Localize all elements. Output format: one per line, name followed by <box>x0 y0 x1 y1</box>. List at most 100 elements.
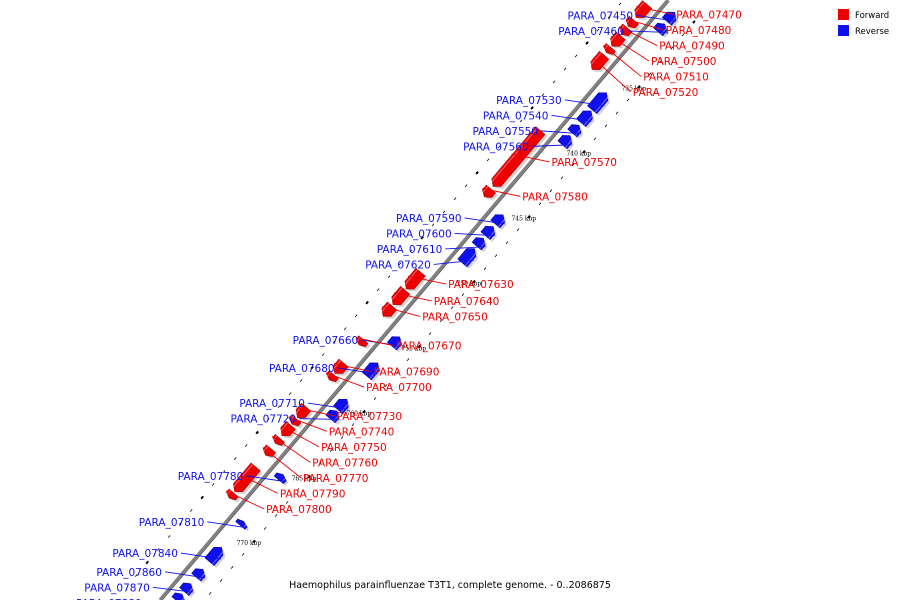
gene-para_07630[interactable] <box>404 267 426 290</box>
gene-label[interactable]: PARA_07610 <box>377 244 443 256</box>
gene-label[interactable]: PARA_07740 <box>329 426 395 438</box>
gene-label[interactable]: PARA_07860 <box>96 567 162 579</box>
gene-highlight <box>402 269 418 287</box>
gene-label[interactable]: PARA_07660 <box>293 335 359 347</box>
gene-label[interactable]: PARA_07510 <box>643 72 709 84</box>
tick-mark <box>670 46 674 50</box>
tick-mark <box>219 579 223 582</box>
gene-para_07860[interactable] <box>191 568 206 582</box>
gene-para_07870[interactable] <box>179 582 194 596</box>
gene-label[interactable]: PARA_07460 <box>558 26 624 38</box>
gene-label[interactable]: PARA_07880 <box>76 598 142 600</box>
tick-label: 750 kbp <box>457 280 482 287</box>
gene-highlight <box>624 17 632 25</box>
gene-para_07530[interactable] <box>587 92 609 114</box>
gene-label[interactable]: PARA_07680 <box>269 363 335 375</box>
gene-label[interactable]: PARA_07750 <box>321 442 387 454</box>
tick-mark <box>222 470 226 473</box>
tick-mark <box>321 353 325 357</box>
gene-label[interactable]: PARA_07450 <box>568 10 634 22</box>
gene-para_07880[interactable] <box>171 592 185 600</box>
gene-label[interactable]: PARA_07570 <box>551 157 617 169</box>
tick-mark <box>145 560 149 565</box>
label-leader <box>225 490 265 510</box>
tick-mark <box>497 145 501 149</box>
gene-label[interactable]: PARA_07700 <box>366 382 432 394</box>
gene-para_07800[interactable] <box>226 488 239 501</box>
gene-para_07500[interactable] <box>610 31 626 47</box>
gene-label[interactable]: PARA_07730 <box>336 411 402 423</box>
gene-para_07780[interactable] <box>273 472 287 485</box>
tick-mark <box>508 132 512 136</box>
tick-mark <box>384 384 388 388</box>
tick-mark <box>365 300 369 305</box>
tick-mark <box>167 535 171 538</box>
tick-mark <box>351 423 355 426</box>
gene-label[interactable]: PARA_07540 <box>483 110 549 122</box>
gene-label[interactable]: PARA_07640 <box>434 296 500 308</box>
gene-para_07470[interactable] <box>634 0 653 18</box>
gene-label[interactable]: PARA_07480 <box>666 25 732 37</box>
gene-highlight <box>632 1 645 16</box>
gene-label[interactable]: PARA_07490 <box>659 41 725 53</box>
gene-label[interactable]: PARA_07600 <box>386 228 452 240</box>
gene-para_07580[interactable] <box>482 184 496 198</box>
gene-label[interactable]: PARA_07590 <box>396 213 462 225</box>
gene-label[interactable]: PARA_07810 <box>139 517 205 529</box>
gene-para_07590[interactable] <box>490 214 505 229</box>
label-leader <box>296 407 335 417</box>
gene-para_07570[interactable] <box>491 126 546 187</box>
gene-label[interactable]: PARA_07840 <box>112 548 178 560</box>
gene-label[interactable]: PARA_07670 <box>396 341 462 353</box>
gene-para_07540[interactable] <box>576 110 593 127</box>
tick-mark <box>527 214 531 219</box>
gene-highlight <box>225 489 232 496</box>
gene-para_07520[interactable] <box>590 50 610 70</box>
gene-label[interactable]: PARA_07790 <box>280 488 346 500</box>
gene-label[interactable]: PARA_07770 <box>303 473 369 485</box>
gene-label[interactable]: PARA_07870 <box>84 582 150 594</box>
gene-para_07480[interactable] <box>625 15 639 29</box>
gene-para_07560[interactable] <box>557 135 572 150</box>
gene-para_07640[interactable] <box>391 286 411 305</box>
gene-label[interactable]: PARA_07580 <box>522 191 588 203</box>
gene-para_07840[interactable] <box>204 546 224 566</box>
gene-label[interactable]: PARA_07760 <box>312 457 378 469</box>
gene-para_07450[interactable] <box>661 11 677 26</box>
gene-label[interactable]: PARA_07710 <box>239 398 305 410</box>
gene-label[interactable]: PARA_07470 <box>676 10 742 22</box>
tick-mark <box>560 176 564 180</box>
gene-label[interactable]: PARA_07780 <box>178 471 244 483</box>
gene-label[interactable]: PARA_07720 <box>231 414 297 426</box>
gene-label[interactable]: PARA_07650 <box>422 311 488 323</box>
gene-label[interactable]: PARA_07550 <box>472 126 538 138</box>
gene-para_07660[interactable] <box>387 336 402 351</box>
gene-label[interactable]: PARA_07500 <box>651 56 717 68</box>
gene-label[interactable]: PARA_07530 <box>496 95 562 107</box>
gene-label[interactable]: PARA_07560 <box>463 141 529 153</box>
gene-para_07650[interactable] <box>381 301 397 317</box>
tick-mark <box>563 67 567 71</box>
gene-para_07790[interactable] <box>233 462 261 492</box>
gene-highlight <box>618 24 625 33</box>
gene-para_07690[interactable] <box>333 358 349 374</box>
gene-label[interactable]: PARA_07630 <box>448 279 514 291</box>
gene-para_07600[interactable] <box>480 226 496 240</box>
gene-para_07730[interactable] <box>295 402 312 418</box>
tick-mark <box>266 418 270 421</box>
tick-mark <box>310 365 314 370</box>
tick-mark <box>211 483 215 486</box>
gene-label[interactable]: PARA_07690 <box>374 367 440 379</box>
tick-mark <box>329 449 333 452</box>
gene-label[interactable]: PARA_07520 <box>633 87 699 99</box>
tick-mark <box>593 137 597 141</box>
gene-highlight <box>488 228 497 239</box>
gene-label[interactable]: PARA_07620 <box>365 259 431 271</box>
gene-label[interactable]: PARA_07800 <box>266 504 332 516</box>
tick-mark <box>362 409 366 414</box>
label-leader <box>272 436 311 463</box>
gene-para_07620[interactable] <box>457 248 477 268</box>
gene-para_07710[interactable] <box>333 398 349 414</box>
tick-mark <box>475 171 479 175</box>
gene-para_07770[interactable] <box>262 444 277 457</box>
